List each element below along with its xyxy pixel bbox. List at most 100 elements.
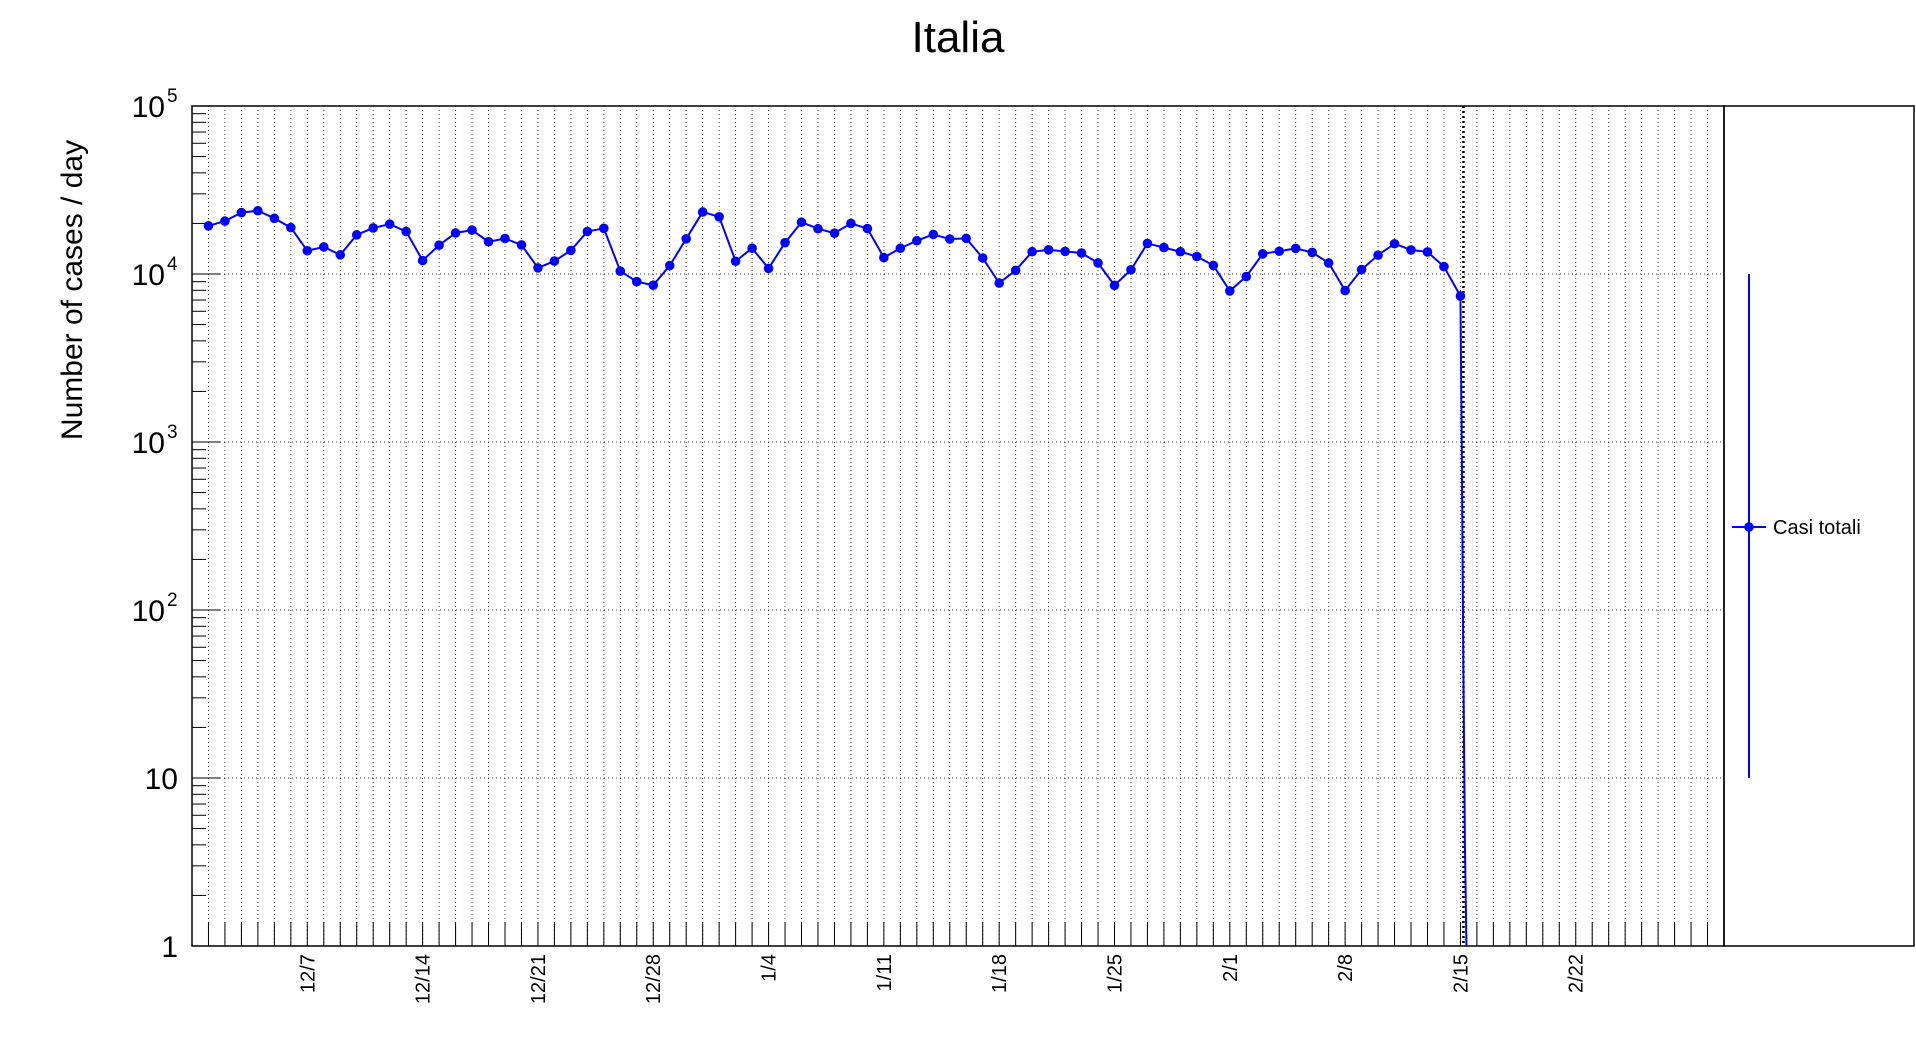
data-point (912, 235, 922, 246)
data-point (1060, 246, 1070, 257)
data-point (1323, 258, 1334, 268)
data-point (351, 230, 362, 240)
y-axis-label: Number of cases / day (56, 140, 89, 440)
y-tick-label: 10 (132, 595, 165, 628)
x-tick-label: 1/11 (874, 954, 896, 991)
data-point (697, 207, 708, 217)
data-point (533, 263, 543, 273)
legend-marker (1744, 522, 1754, 532)
x-tick-label: 1/18 (989, 954, 1011, 993)
data-point (714, 212, 724, 222)
data-point (1225, 286, 1235, 296)
data-point (846, 218, 856, 229)
data-point (1389, 238, 1400, 249)
data-point (253, 205, 263, 216)
data-point (961, 233, 972, 244)
data-point (582, 226, 593, 237)
data-point (664, 260, 675, 271)
data-point (944, 234, 955, 244)
x-tick-label: 2/22 (1566, 954, 1588, 993)
data-point (318, 242, 329, 252)
data-point (500, 233, 510, 244)
legend: Casi totali (1732, 274, 1861, 778)
data-point (1439, 261, 1449, 272)
data-point (1422, 247, 1433, 257)
data-point (796, 217, 807, 228)
data-point (829, 228, 840, 238)
data-point (599, 223, 609, 234)
x-tick-label: 12/21 (528, 954, 550, 1004)
data-point (977, 253, 988, 263)
series-drop-tail (1459, 295, 1468, 947)
x-tick-label: 12/14 (413, 954, 435, 1004)
data-point (566, 245, 576, 256)
data-point (467, 225, 477, 235)
data-point (1307, 247, 1317, 258)
data-point (730, 256, 741, 267)
data-point (286, 222, 296, 233)
data-point (335, 250, 346, 260)
data-point (1406, 245, 1416, 255)
legend-label: Casi totali (1773, 517, 1861, 539)
data-point (1192, 251, 1202, 262)
data-point (1208, 260, 1219, 271)
data-point (1043, 245, 1054, 255)
y-tick-label: 10 (145, 763, 178, 796)
x-tick-label: 12/28 (643, 954, 665, 1004)
legend-frame (1723, 105, 1915, 947)
series-layer (203, 205, 1468, 947)
data-point (220, 216, 230, 226)
data-point (1340, 285, 1350, 296)
data-point (813, 223, 823, 234)
data-point (648, 280, 659, 290)
data-point (862, 223, 873, 234)
data-point (780, 237, 790, 248)
data-point (1109, 280, 1120, 291)
data-point (368, 223, 379, 233)
chart-title: Italia (912, 13, 1005, 62)
data-point (516, 240, 527, 250)
x-tick-label: 1/4 (759, 954, 781, 982)
data-point (269, 213, 280, 224)
data-point (615, 266, 626, 276)
data-point (747, 243, 757, 254)
x-tick-label: 2/15 (1450, 954, 1472, 993)
y-tick-exponent: 2 (167, 590, 178, 611)
y-tick-label: 10 (132, 427, 165, 460)
data-point (631, 276, 642, 287)
data-point (417, 255, 428, 266)
data-point (1126, 264, 1136, 275)
series-line (208, 209, 1462, 297)
data-point (1175, 246, 1186, 257)
data-point (450, 228, 461, 238)
data-point (401, 226, 411, 237)
y-tick-exponent: 3 (167, 422, 178, 443)
data-point (302, 245, 313, 256)
data-point (763, 263, 774, 274)
data-point (1290, 243, 1301, 254)
y-tick-exponent: 4 (167, 254, 178, 275)
data-point (1373, 250, 1383, 260)
data-point (1093, 258, 1103, 268)
y-tick-exponent: 5 (167, 86, 178, 107)
y-tick-label: 10 (132, 91, 165, 124)
data-point (1076, 248, 1087, 258)
data-point (1274, 246, 1285, 257)
data-point (1257, 248, 1268, 259)
data-point (1142, 238, 1153, 249)
data-point (483, 236, 494, 247)
x-tick-label: 1/25 (1104, 954, 1126, 993)
data-point (879, 252, 889, 263)
data-point (1010, 265, 1021, 276)
data-point (1241, 271, 1252, 282)
data-point (1159, 242, 1169, 253)
y-tick-label: 10 (132, 259, 165, 292)
data-point (928, 229, 939, 240)
data-point (1356, 264, 1367, 275)
data-point (895, 243, 906, 254)
data-point (994, 278, 1004, 288)
x-tick-label: 2/1 (1220, 954, 1242, 982)
data-point (384, 219, 395, 229)
